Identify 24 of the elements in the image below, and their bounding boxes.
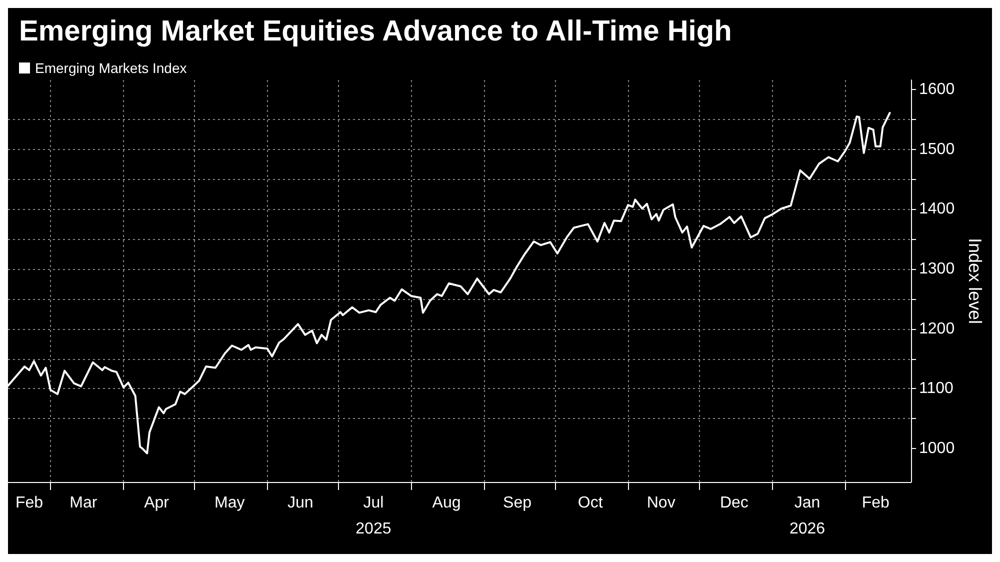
line-series: [8, 112, 891, 454]
y-tick-label: 1600: [919, 81, 955, 98]
x-tick-label: Sep: [503, 494, 532, 512]
y-tick-label: 1300: [919, 260, 955, 278]
y-tick-label: 1400: [919, 200, 955, 218]
x-tick-label: Mar: [70, 494, 98, 512]
x-tick-label: Oct: [578, 494, 604, 512]
y-tick-label: 1500: [919, 140, 955, 158]
y-axis-title: Index level: [965, 238, 985, 324]
y-tick-label: 1000: [919, 440, 955, 457]
x-tick-label: Nov: [646, 494, 676, 512]
x-tick-label: Aug: [432, 494, 461, 512]
x-tick-label: Dec: [720, 494, 748, 512]
x-tick-label: Apr: [144, 494, 170, 512]
x-tick-label: Jan 2026: [789, 494, 826, 538]
chart-title: Emerging Market Equities Advance to All-Time High: [19, 16, 732, 48]
x-tick-label: May: [214, 494, 245, 512]
y-tick-label: 1200: [919, 320, 955, 338]
legend-label: Emerging Markets Index: [35, 60, 187, 76]
x-tick-label: Jul 2025: [356, 494, 392, 538]
y-tick-label: 1100: [919, 380, 954, 398]
x-tick-label: Feb: [862, 494, 890, 512]
x-tick-label: Feb: [15, 494, 44, 512]
x-tick-label: Jun: [287, 494, 314, 512]
